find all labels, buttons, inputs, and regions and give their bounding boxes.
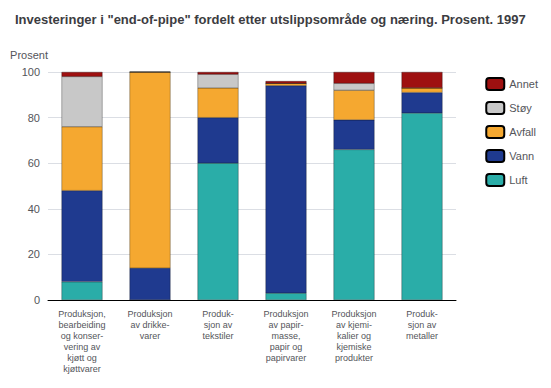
svg-text:av drikke-: av drikke- [130,320,169,330]
svg-text:100: 100 [22,66,40,78]
svg-text:bearbeiding: bearbeiding [58,320,105,330]
svg-text:og konser-: og konser- [61,331,104,341]
svg-text:Investeringer i "end-of-pipe": Investeringer i "end-of-pipe" fordelt et… [15,12,526,27]
svg-text:Produksjon: Produksjon [263,309,308,319]
svg-text:0: 0 [34,294,40,306]
svg-text:Annet: Annet [509,78,538,90]
svg-text:80: 80 [28,112,40,124]
svg-text:tekstiler: tekstiler [202,331,233,341]
svg-text:kjemiske: kjemiske [336,342,371,352]
svg-text:40: 40 [28,203,40,215]
svg-text:masse,: masse, [271,331,300,341]
svg-text:metaller: metaller [406,331,438,341]
svg-text:papir og: papir og [270,342,303,352]
svg-text:60: 60 [28,157,40,169]
svg-text:Vann: Vann [509,150,534,162]
svg-text:Støy: Støy [509,102,532,114]
svg-text:varer: varer [140,331,161,341]
svg-text:Produksjon: Produksjon [331,309,376,319]
svg-text:vering av: vering av [64,342,101,352]
svg-text:papirvarer: papirvarer [266,353,307,363]
svg-text:Produksjon: Produksjon [127,309,172,319]
svg-text:Avfall: Avfall [509,126,536,138]
svg-text:kjøtt og: kjøtt og [67,353,97,363]
svg-text:Prosent: Prosent [10,49,48,61]
svg-text:Produksjon,: Produksjon, [58,309,106,319]
svg-text:20: 20 [28,248,40,260]
svg-text:sjon av: sjon av [204,320,233,330]
svg-text:kjøttvarer: kjøttvarer [63,364,101,374]
svg-text:produkter: produkter [335,353,373,363]
svg-text:av papir-: av papir- [268,320,303,330]
svg-text:kalier og: kalier og [337,331,371,341]
svg-text:Produk-: Produk- [202,309,234,319]
svg-text:av kjemi-: av kjemi- [336,320,372,330]
svg-text:sjon av: sjon av [408,320,437,330]
svg-text:Luft: Luft [509,174,527,186]
svg-text:Produk-: Produk- [406,309,438,319]
